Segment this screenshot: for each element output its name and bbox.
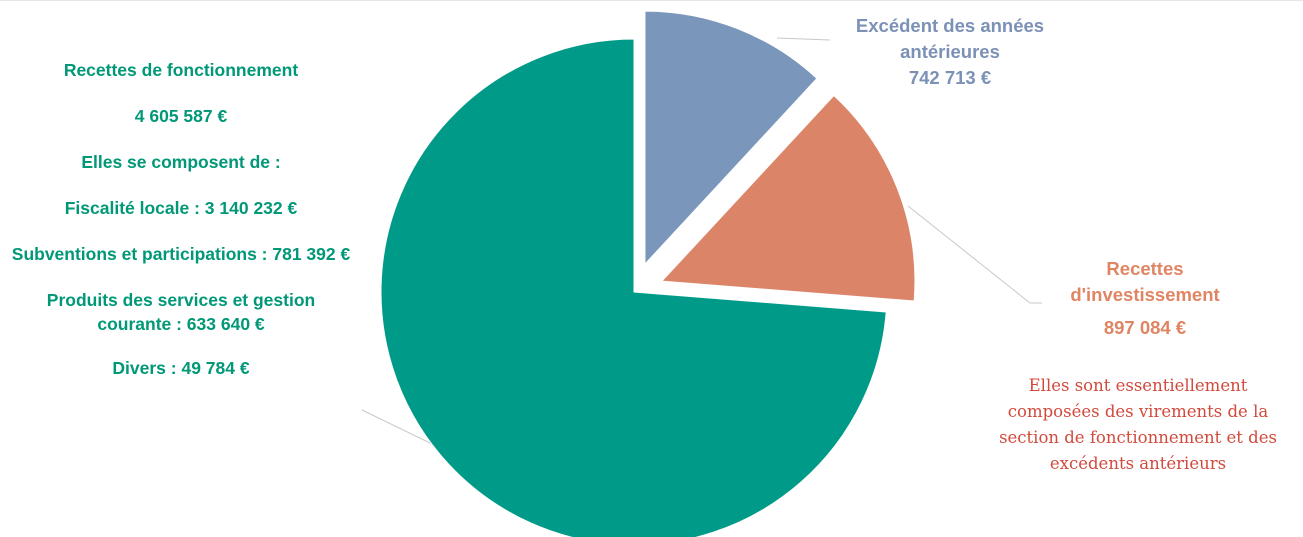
item-produits-services: Produits des services et gestion courant… xyxy=(46,290,316,334)
label-investissement-amount: 897 084 € xyxy=(1103,317,1187,338)
investissement-note: Elles sont essentiellement composées des… xyxy=(999,376,1277,473)
composition-intro: Elles se composent de : xyxy=(81,152,281,172)
label-excedent-amount: 742 713 € xyxy=(908,67,992,88)
fonctionnement-title: Recettes de fonctionnement xyxy=(63,60,299,80)
leader-line-excedent xyxy=(776,37,831,41)
item-fiscalite: Fiscalité locale : 3 140 232 € xyxy=(64,198,298,218)
label-excedent: Excédent des années antérieures 742 713 … xyxy=(815,13,1085,91)
slice-excedent xyxy=(644,10,818,266)
item-divers: Divers : 49 784 € xyxy=(112,358,250,378)
left-panel: Recettes de fonctionnement 4 605 587 € E… xyxy=(0,58,362,402)
label-investissement: Recettes d'investissement 897 084 € xyxy=(1040,256,1250,341)
leader-line-fonctionnement xyxy=(361,409,433,445)
top-rule xyxy=(0,0,1303,1)
fonctionnement-total: 4 605 587 € xyxy=(134,106,228,126)
label-investissement-name: Recettes d'investissement xyxy=(1070,258,1220,305)
item-subventions: Subventions et participations : 781 392 … xyxy=(11,244,351,264)
leader-line-investissement xyxy=(907,205,1042,304)
slice-investissement xyxy=(660,94,916,302)
label-excedent-name: Excédent des années antérieures xyxy=(855,15,1045,62)
slice-fonctionnement xyxy=(380,38,887,537)
